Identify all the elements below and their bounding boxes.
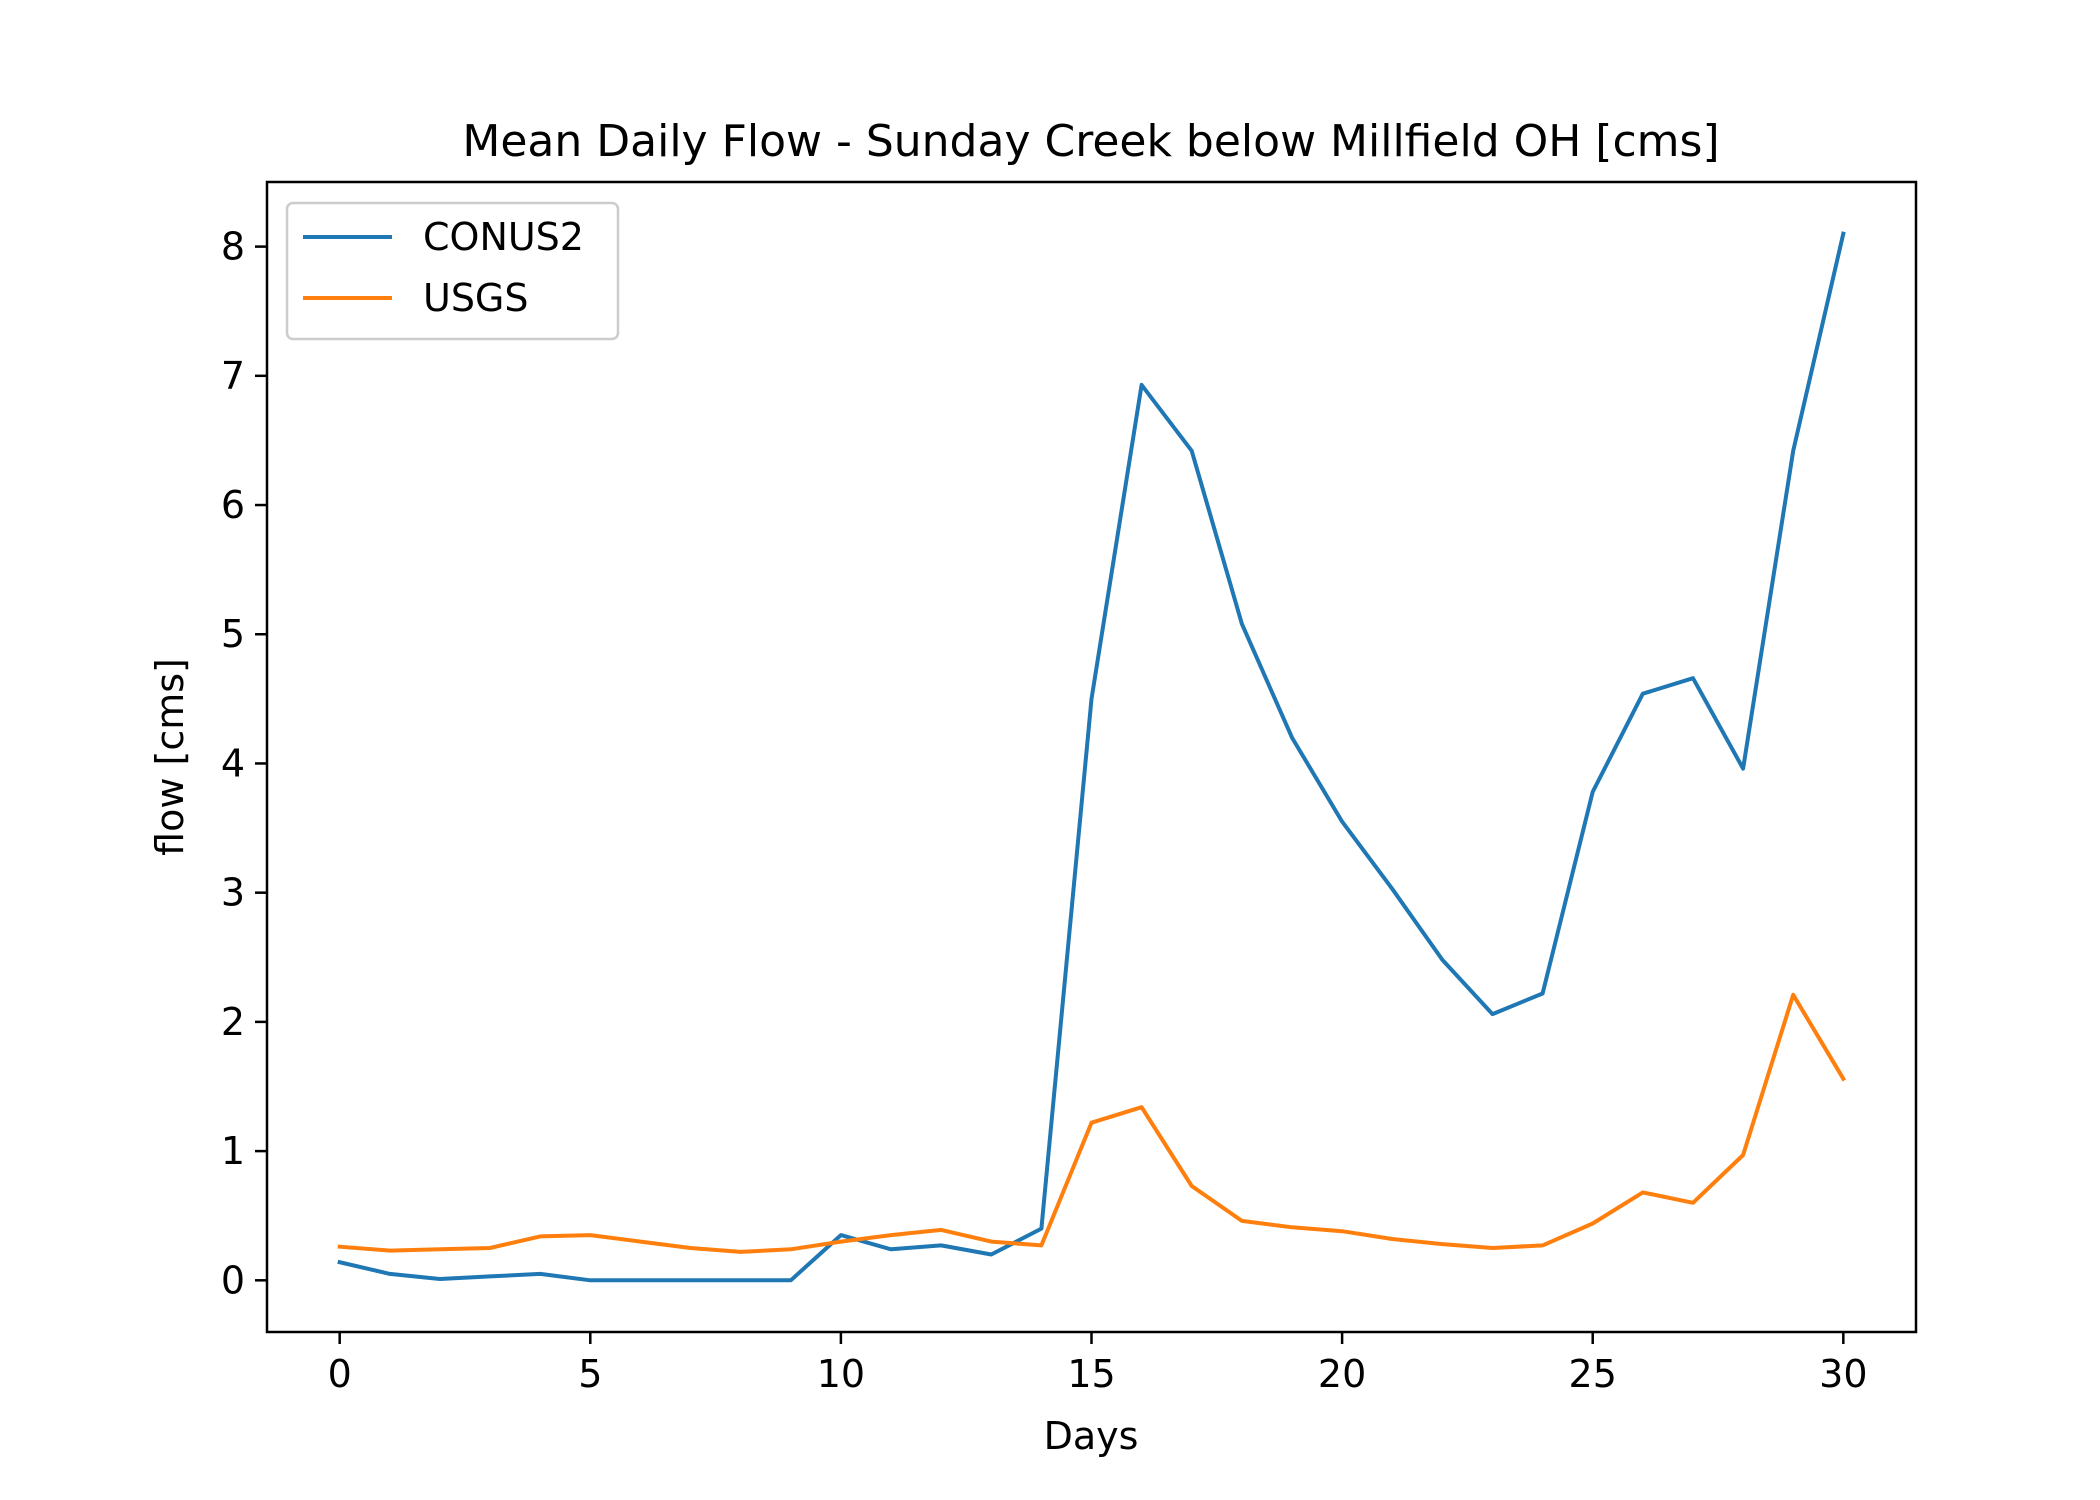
y-tick-label: 2 (221, 1000, 245, 1044)
y-tick-label: 0 (221, 1258, 245, 1302)
x-tick-label: 25 (1569, 1352, 1617, 1396)
y-tick-label: 3 (221, 871, 245, 915)
series-layer (337, 231, 1847, 1283)
series-line-usgs (337, 992, 1847, 1254)
y-axis-label: flow [cms] (148, 658, 192, 856)
legend: CONUS2 USGS (285, 201, 620, 341)
x-tick-label: 15 (1067, 1352, 1115, 1396)
chart-title: Mean Daily Flow - Sunday Creek below Mil… (462, 116, 1719, 167)
y-tick-label: 4 (221, 741, 245, 785)
legend-label-conus2: CONUS2 (423, 215, 584, 259)
x-tick-label: 30 (1819, 1352, 1867, 1396)
y-tick-label: 6 (221, 483, 245, 527)
x-tick-label: 10 (817, 1352, 865, 1396)
x-tick-label: 0 (328, 1352, 352, 1396)
x-tick-label: 5 (578, 1352, 602, 1396)
y-tick-label: 5 (221, 612, 245, 656)
y-tick-label: 7 (221, 354, 245, 398)
x-axis-ticks: 0 5 10 15 20 25 30 (328, 1332, 1868, 1396)
legend-label-usgs: USGS (423, 276, 529, 320)
x-axis-label: Days (1044, 1414, 1139, 1458)
x-tick-label: 20 (1318, 1352, 1366, 1396)
y-tick-label: 8 (221, 225, 245, 269)
series-line-conus2 (337, 231, 1846, 1283)
y-axis-ticks: 0 1 2 3 4 5 6 7 8 (221, 225, 267, 1302)
y-tick-label: 1 (221, 1129, 245, 1173)
